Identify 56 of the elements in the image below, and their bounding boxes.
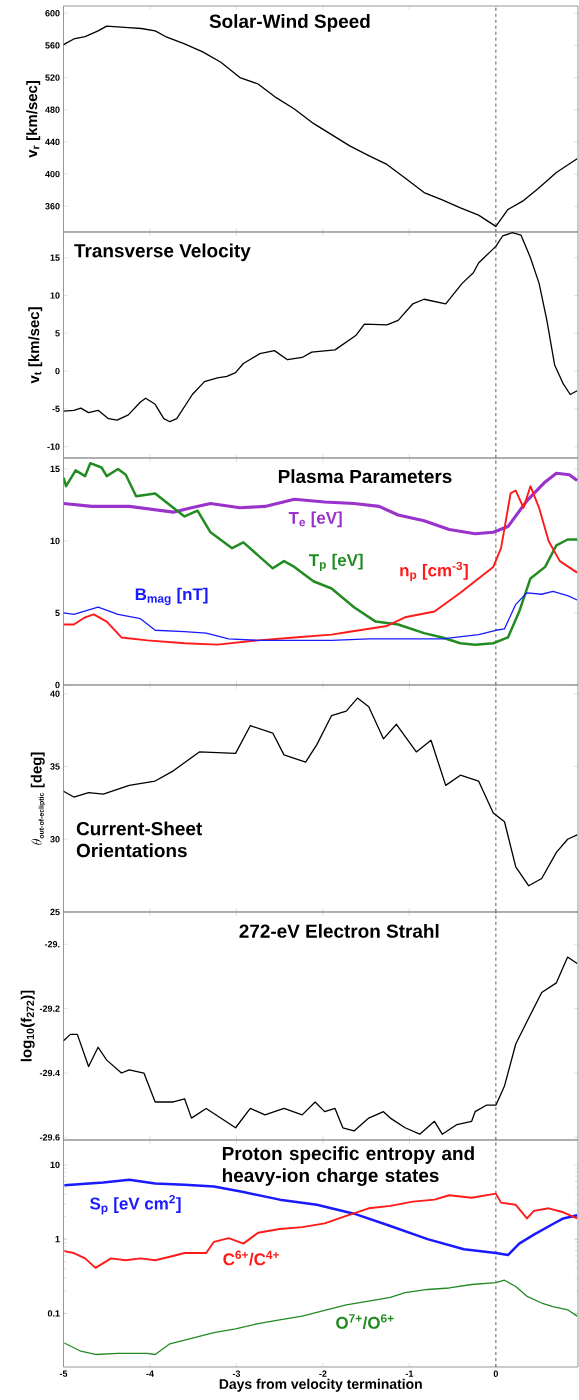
y-tick-label: -10 bbox=[47, 443, 60, 450]
text: Transverse Velocity bbox=[74, 243, 251, 262]
y-tick-label: 480 bbox=[45, 106, 60, 113]
y-tick-label: -29.2 bbox=[39, 1005, 60, 1012]
line-series bbox=[63, 1192, 579, 1269]
text: Current-Sheet Orientations bbox=[76, 821, 203, 858]
y-tick-label: 1 bbox=[55, 1236, 60, 1243]
y-tick-label: 600 bbox=[45, 10, 60, 17]
chart-title: 272-eV Electron Strahl bbox=[239, 923, 439, 938]
text: Proton specific entropy and heavy-ion charge states bbox=[222, 1146, 474, 1186]
y-tick-label: 560 bbox=[45, 42, 60, 49]
y-tick-label: 30 bbox=[50, 836, 60, 843]
line-series bbox=[63, 471, 579, 536]
y-tick-label: 400 bbox=[45, 170, 60, 178]
y-axis-title: $\theta_{\mbox{\bfseries\scriptsize out-of-ecliptic}}\;\mbox{\bfseries [deg]}$ bbox=[30, 752, 46, 845]
y-tick-label: 0 bbox=[55, 367, 60, 375]
line-series bbox=[63, 697, 578, 887]
x-tick-label: -1 bbox=[405, 1370, 414, 1377]
y-axis-title: v$_{t}$ [km/sec] bbox=[28, 307, 43, 384]
y-tick-label: 15 bbox=[50, 254, 60, 261]
series-label: B$_{mag}$ [nT] bbox=[135, 587, 208, 606]
series-label: T$_{p}$ [eV] bbox=[308, 553, 363, 572]
y-tick-label: 35 bbox=[50, 763, 60, 770]
y-tick-label: 440 bbox=[45, 138, 60, 146]
y-axis-title: v$_{r}$ [km/sec] bbox=[26, 80, 41, 158]
chart-title: Solar-Wind Speed bbox=[209, 14, 370, 32]
series-label: C$^{6+}$/C$^{4+}$ bbox=[223, 1250, 279, 1266]
line-series bbox=[63, 1279, 578, 1356]
y-tick-label: 0.1 bbox=[47, 1310, 60, 1317]
y-axis-title: log$_{10}$(f$_{272}$)] bbox=[20, 990, 35, 1062]
chart-title: Plasma Parameters bbox=[278, 469, 452, 484]
series-label: T$_{e}$ [eV] bbox=[288, 511, 342, 528]
y-tick-label: 5 bbox=[55, 330, 60, 337]
x-tick-label: -4 bbox=[146, 1370, 154, 1377]
y-tick-label: -5 bbox=[52, 405, 60, 412]
y-tick-label: 520 bbox=[45, 74, 60, 81]
x-axis-title: Days from velocity termination bbox=[219, 1378, 422, 1392]
series-label: O$^{7+}$/O$^{6+}$ bbox=[336, 1314, 394, 1330]
y-tick-label: -29. bbox=[44, 941, 60, 948]
y-tick-label: 5 bbox=[55, 609, 60, 617]
y-tick-label: 10 bbox=[50, 1161, 60, 1169]
line-series bbox=[63, 232, 578, 423]
x-tick-label: -3 bbox=[232, 1370, 241, 1377]
y-tick-label: 10 bbox=[50, 537, 60, 545]
y-tick-label: -29.4 bbox=[39, 1069, 60, 1077]
x-tick-label: -2 bbox=[319, 1370, 327, 1377]
y-tick-label: 360 bbox=[45, 203, 60, 210]
series-label: S$_{p}$ [eV cm$^{2}$] bbox=[90, 1194, 181, 1215]
x-tick-label: 0 bbox=[493, 1370, 498, 1377]
y-tick-label: 15 bbox=[50, 465, 60, 473]
y-tick-label: 25 bbox=[50, 908, 60, 916]
y-tick-label: 40 bbox=[50, 690, 60, 697]
series-label: n$_{p}$ [cm$^{-3}$] bbox=[400, 561, 468, 582]
y-tick-label: 0 bbox=[55, 681, 60, 689]
y-tick-label: 10 bbox=[50, 292, 60, 299]
y-tick-label: -29.6 bbox=[39, 1134, 60, 1141]
